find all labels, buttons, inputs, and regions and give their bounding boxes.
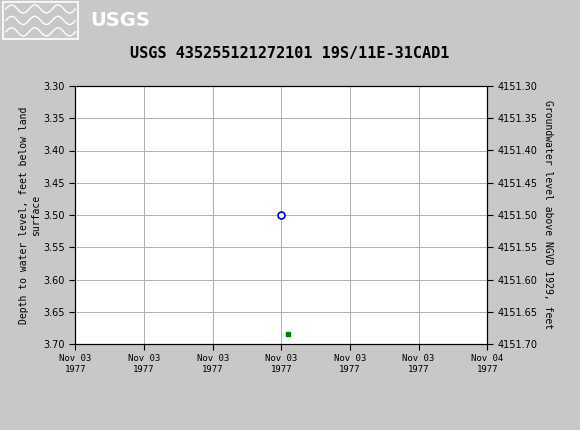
Text: USGS 435255121272101 19S/11E-31CAD1: USGS 435255121272101 19S/11E-31CAD1 [130, 46, 450, 61]
Y-axis label: Groundwater level above NGVD 1929, feet: Groundwater level above NGVD 1929, feet [543, 101, 553, 329]
Text: USGS: USGS [90, 11, 150, 30]
Bar [3, 2, 78, 39]
Y-axis label: Depth to water level, feet below land
surface: Depth to water level, feet below land su… [19, 106, 41, 324]
